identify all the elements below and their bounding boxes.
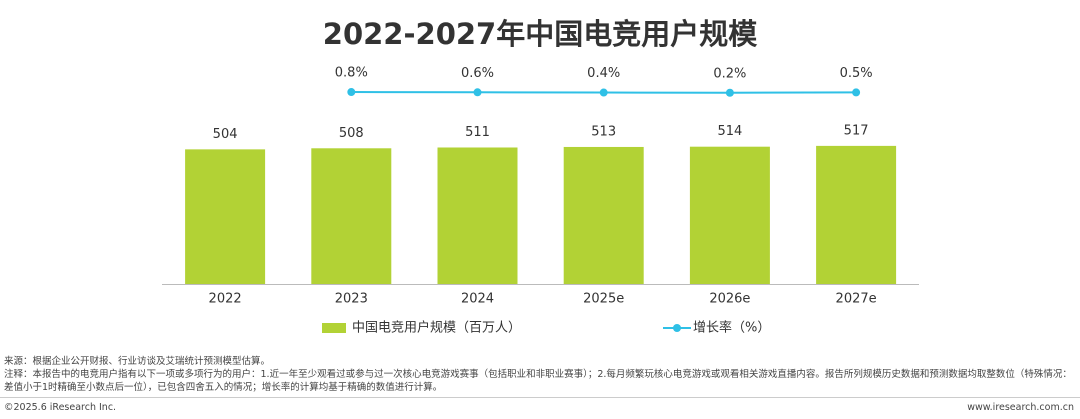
website: www.iresearch.com.cn	[967, 402, 1074, 413]
x-tick-label: 2022	[209, 292, 242, 307]
line-point	[599, 88, 608, 97]
line-point	[725, 88, 734, 97]
source: 来源：根据企业公开财报、行业访谈及艾瑞统计预测模型估算。	[4, 356, 271, 367]
x-tick-label: 2026e	[709, 292, 750, 307]
bar	[311, 148, 392, 284]
x-tick-label: 2027e	[836, 292, 877, 307]
line-value-label: 0.5%	[840, 66, 873, 81]
line-point	[852, 88, 861, 97]
legend-label: 增长率（%）	[693, 320, 770, 336]
note: 注释：本报告中的电竞用户指有以下一项或多项行为的用户：1.近一年至少观看过或参与…	[4, 369, 1072, 393]
line-value-label: 0.2%	[713, 66, 746, 81]
bar	[437, 147, 518, 284]
bar	[563, 146, 644, 284]
bar-value-label: 504	[213, 127, 238, 142]
copyright: ©2025.6 iResearch Inc.	[4, 402, 117, 413]
x-tick-label: 2024	[461, 292, 494, 307]
bar-value-label: 514	[717, 124, 742, 139]
legend-label: 中国电竞用户规模（百万人）	[352, 320, 521, 336]
line-value-label: 0.8%	[335, 66, 368, 81]
x-tick-label: 2023	[335, 292, 368, 307]
line-value-label: 0.4%	[587, 66, 620, 81]
line-point	[347, 88, 356, 97]
line-value-label: 0.6%	[461, 66, 494, 81]
bar	[185, 149, 266, 284]
x-tick-label: 2025e	[583, 292, 624, 307]
bar	[816, 145, 897, 284]
line-point	[473, 88, 482, 97]
chart-title: 2022-2027年中国电竞用户规模	[323, 17, 758, 51]
legend-marker	[673, 324, 681, 332]
bar-value-label: 511	[465, 125, 490, 140]
bar-value-label: 508	[339, 126, 364, 141]
bar	[689, 146, 770, 284]
legend-swatch	[322, 323, 346, 333]
bar-value-label: 517	[844, 123, 869, 138]
bar-value-label: 513	[591, 124, 616, 139]
